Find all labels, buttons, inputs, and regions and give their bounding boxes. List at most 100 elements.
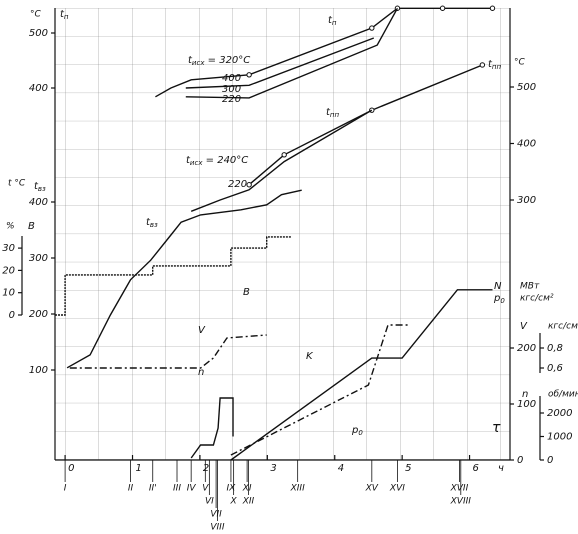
annotation-suffix: = 320°C: [204, 55, 250, 66]
y-tick-label: 0,6: [547, 363, 563, 374]
series-label: 220: [228, 179, 247, 190]
annotation-main: t: [328, 15, 333, 26]
stage-label: IX: [227, 484, 237, 494]
y-tick-label: 300: [29, 253, 48, 264]
y-tick-label: 0: [9, 310, 15, 321]
stage-label: III: [173, 484, 181, 494]
series-label: n: [198, 367, 204, 378]
series-line: [155, 7, 493, 98]
series-label-main: 220: [222, 94, 241, 105]
series-line: [55, 236, 292, 316]
y-axis-label-main: t: [60, 9, 65, 20]
x-tick-label: 5: [405, 463, 411, 474]
series-line: [190, 397, 234, 459]
y-tick-label: 1000: [547, 432, 572, 443]
annotation-sub: п: [332, 19, 337, 27]
stage-label: XV: [365, 484, 379, 494]
y-axis-label-main: В: [28, 221, 35, 232]
x-tick-label: 4: [338, 463, 344, 474]
y-tick-label: 400: [29, 83, 48, 94]
y-tick-label: 200: [29, 309, 48, 320]
y-axis-label-main: t: [488, 59, 493, 70]
series-line: [248, 64, 483, 186]
series-label: 400: [222, 73, 241, 84]
stage-label: XVII: [450, 484, 469, 494]
y-axis-unit: °C: [514, 58, 526, 68]
point: [479, 62, 486, 68]
y-tick-label: 400: [29, 197, 48, 208]
series-line: [66, 189, 302, 369]
series-label-main: В: [243, 287, 250, 298]
y-tick-label: 200: [517, 343, 536, 354]
stage-label: II': [149, 484, 157, 494]
y-tick-label: 100: [517, 399, 536, 410]
y-axis-unit: t °C: [8, 179, 26, 189]
y-tick-label: 20: [2, 265, 15, 276]
y-axis-unit: об/мин: [548, 390, 578, 400]
y-axis-label-sub: вз: [38, 185, 46, 193]
stage-label: X: [230, 497, 238, 507]
series-label-main: p: [351, 425, 358, 436]
y-axis-label: tпп: [488, 59, 501, 71]
annotation: tвз: [146, 217, 158, 229]
y-axis-label-sub: 0: [500, 297, 505, 305]
stage-label: II: [128, 484, 134, 494]
series-line: [190, 109, 373, 212]
point: [281, 152, 287, 158]
y-axis-unit: %: [6, 222, 15, 232]
stage-label: XVIII: [450, 497, 472, 507]
x-axis-unit: ч: [498, 463, 504, 474]
y-axis-label: n: [522, 389, 528, 400]
y-tick-label: 30: [2, 243, 15, 254]
annotation-main: t: [326, 107, 331, 118]
x-tick-label: 6: [473, 463, 479, 474]
series-line: [230, 289, 493, 461]
point: [369, 25, 375, 31]
series-label-main: 400: [222, 73, 241, 84]
annotation-sub: исх: [190, 159, 203, 167]
y-tick-label: 500: [29, 28, 48, 39]
stage-label: XII: [242, 497, 255, 507]
y-tick-label: 10: [2, 288, 15, 299]
x-axis-label: τ: [492, 420, 501, 436]
y-axis-unit: кгс/см²: [548, 322, 578, 332]
series-line: [69, 334, 267, 369]
y-axis-label-main: n: [522, 389, 528, 400]
annotation-suffix: = 240°C: [202, 155, 248, 166]
stage-label: I: [64, 484, 67, 494]
x-tick-label: 1: [136, 463, 142, 474]
annotation-sub: пп: [330, 111, 340, 119]
annotation-sub: вз: [150, 221, 158, 229]
y-axis-label: tвз: [34, 181, 46, 193]
annotation-main: K: [306, 351, 314, 362]
y-tick-label: 500: [517, 82, 536, 93]
annotation-main: t: [186, 155, 191, 166]
series-label: V: [198, 325, 206, 336]
point: [489, 5, 496, 11]
stage-label: VI: [205, 497, 214, 507]
y-axis-label-main: t: [34, 181, 39, 192]
y-axis-label-main: p: [493, 293, 500, 304]
annotation: tисх = 240°C: [186, 155, 248, 167]
x-tick-label: 0: [68, 463, 74, 474]
series-label-main: 220: [228, 179, 247, 190]
series-line: [185, 37, 375, 89]
y-axis-label: В: [28, 221, 35, 232]
y-axis-label-sub: пп: [492, 63, 502, 71]
y-axis-label: N: [494, 281, 502, 292]
annotation-main: t: [146, 217, 151, 228]
y-tick-label: 300: [517, 195, 536, 206]
series-label: В: [243, 287, 250, 298]
annotation-main: t: [188, 55, 193, 66]
point: [439, 5, 446, 11]
stage-label: VII: [210, 510, 222, 520]
point: [246, 72, 252, 78]
series-line: [230, 324, 409, 456]
y-axis-unit: МВт: [520, 282, 540, 292]
x-tick-label: 2: [203, 463, 209, 474]
annotation: tпп: [326, 107, 339, 119]
stage-label: XI: [242, 484, 252, 494]
y-axis-label: p0: [493, 293, 505, 305]
y-tick-label: 100: [29, 365, 48, 376]
